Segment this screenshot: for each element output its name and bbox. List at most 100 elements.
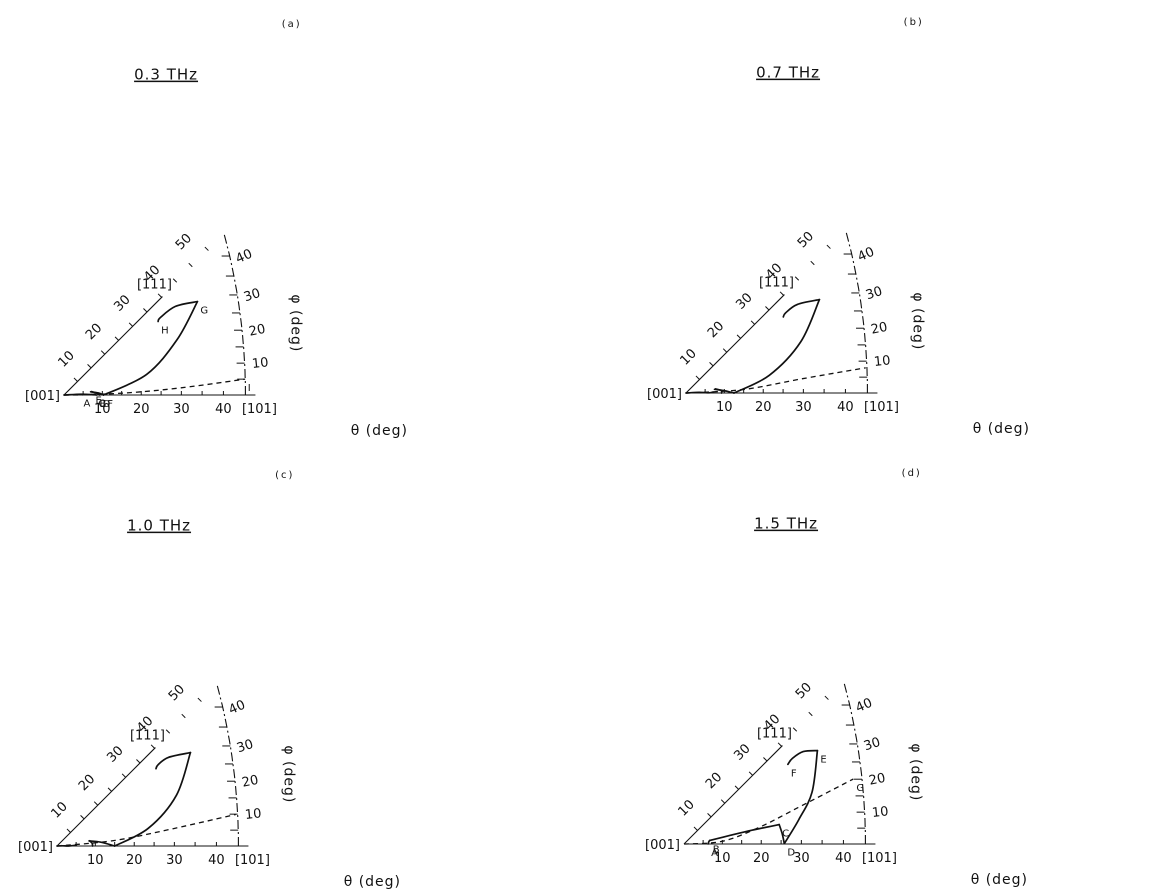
end-label-111: [111] [757, 727, 792, 742]
diag-tick [204, 246, 209, 251]
phi-tick-label: 10 [873, 353, 891, 370]
diag-tick [172, 278, 178, 283]
point-label-f: F [107, 399, 113, 410]
phi-tick-label: 40 [854, 696, 875, 716]
diag-tick [695, 375, 700, 380]
diag-tick [794, 276, 800, 281]
end-label-101: [101] [235, 853, 270, 868]
point-label-i: I [248, 383, 251, 394]
origin-label-001: [001] [25, 389, 60, 404]
phi-tick-label: 30 [864, 284, 884, 303]
phi-arc [843, 683, 866, 844]
diag-tick-label: 30 [104, 743, 126, 765]
diag-tick [107, 787, 112, 792]
diag-tick [720, 799, 726, 804]
theta-tick-label: 20 [753, 851, 770, 866]
theta-tick-label: 40 [835, 851, 852, 866]
mode-curve [88, 839, 94, 847]
mode-curve [157, 300, 199, 323]
panel-label: (c) [275, 470, 294, 481]
phi-arc [216, 685, 239, 846]
phi-tick-label: 40 [234, 247, 255, 267]
point-label-e: E [820, 755, 826, 766]
diag-tick [188, 262, 193, 268]
origin-label-001: [001] [18, 840, 53, 855]
diag-tick [80, 815, 85, 820]
end-label-101: [101] [862, 851, 897, 866]
point-label-f: F [791, 768, 797, 779]
mode-curve [733, 298, 821, 394]
diag-tick [750, 320, 756, 325]
mode-curve [88, 840, 116, 847]
panel-title: 0.7 THz [756, 64, 820, 82]
theta-tick-label: 40 [208, 853, 225, 868]
diag-tick [736, 334, 741, 339]
diag-tick-label: 20 [76, 772, 98, 794]
diag-tick [792, 727, 798, 732]
dashed-curve [685, 391, 713, 394]
diag-tick [181, 713, 186, 719]
diag-tick [826, 244, 831, 249]
diag-tick [777, 742, 783, 747]
diag-tick [114, 336, 119, 341]
diag-tick-label: 10 [677, 346, 699, 368]
diag-tick [763, 757, 768, 762]
diag-tick-label: 10 [48, 799, 70, 821]
phi-tick-label: 20 [870, 320, 889, 338]
phi-axis-title: φ (deg) [907, 743, 923, 801]
mode-curve [714, 388, 723, 394]
diag-tick [709, 362, 714, 367]
diag-tick [197, 697, 202, 702]
mode-curve [783, 749, 819, 845]
mode-curve [113, 751, 192, 847]
theta-tick-label: 10 [87, 853, 104, 868]
theta-tick-label: 30 [793, 851, 810, 866]
point-label-d: D [787, 848, 795, 859]
phi-axis-title: φ (deg) [909, 292, 925, 350]
diag-tick [765, 306, 770, 311]
end-label-111: [111] [137, 278, 172, 293]
point-label-a: A [83, 399, 90, 410]
panel-title: 0.3 THz [134, 66, 198, 84]
phi-tick-label: 10 [251, 355, 269, 372]
diag-tick [810, 260, 815, 266]
diag-tick [824, 695, 829, 700]
diag-tick [165, 729, 171, 734]
diag-tick [66, 828, 71, 833]
diag-tick-label: 30 [111, 292, 133, 314]
theta-axis-title: θ (deg) [351, 423, 408, 439]
phi-tick-label: 20 [241, 773, 260, 791]
point-label-g: G [856, 783, 864, 794]
dashed-curve [56, 813, 236, 847]
end-label-111: [111] [130, 729, 165, 744]
origin-label-001: [001] [647, 387, 682, 402]
diag-tick-label: 50 [793, 680, 815, 702]
panel-label: (b) [904, 17, 924, 28]
phi-axis-title: φ (deg) [287, 294, 303, 352]
theta-axis-title: θ (deg) [973, 421, 1030, 437]
mode-curve [63, 393, 98, 396]
end-label-101: [101] [242, 402, 277, 417]
diag-tick-label: 20 [703, 770, 725, 792]
panel-d: 10 20 30 40102030405010203040[001][101][111… [645, 468, 1027, 888]
point-label-a: A [711, 848, 718, 859]
dashed-curve [685, 367, 866, 394]
diag-tick [707, 813, 712, 818]
theta-tick-label: 10 [94, 402, 111, 417]
theta-tick-label: 40 [215, 402, 232, 417]
diag-tick [748, 771, 754, 776]
mode-curve [778, 823, 786, 845]
mode-curve [708, 823, 781, 842]
diag-tick-label: 30 [733, 290, 755, 312]
panel-label: (d) [902, 468, 922, 479]
panel-title: 1.0 THz [127, 517, 191, 535]
theta-tick-label: 10 [716, 400, 733, 415]
point-label-c: C [782, 829, 789, 840]
phi-tick-label: 30 [235, 737, 255, 756]
diag-tick [87, 364, 92, 369]
diag-tick-label: 20 [83, 321, 105, 343]
diag-tick [693, 826, 698, 831]
diagonal-axis-line [685, 294, 785, 394]
diag-tick [150, 744, 156, 749]
mode-curve [102, 300, 199, 396]
